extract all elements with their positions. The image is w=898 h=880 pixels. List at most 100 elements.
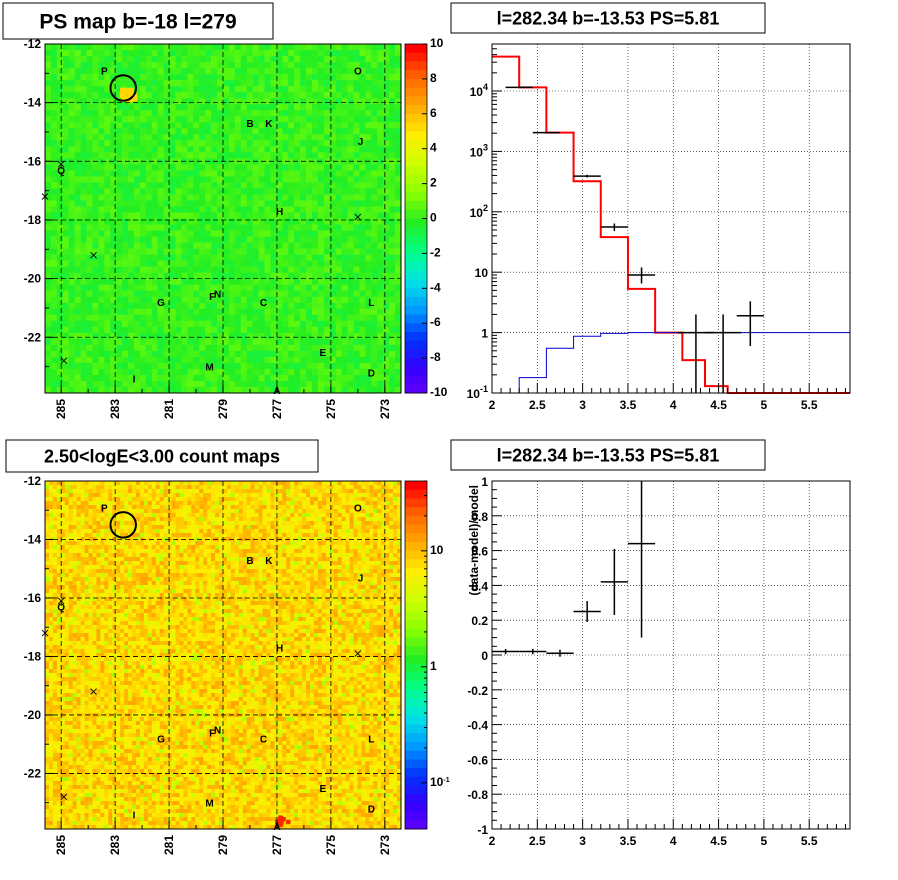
- map-cell: [77, 601, 81, 605]
- map-cell: [81, 513, 85, 517]
- map-xtick-label: 277: [270, 399, 284, 419]
- map-cell: [92, 821, 96, 825]
- map-cell: [181, 375, 187, 381]
- map-cell: [199, 212, 205, 218]
- map-cell: [146, 315, 152, 321]
- map-cell: [81, 243, 87, 249]
- map-cell: [199, 146, 205, 152]
- source-label: K: [265, 119, 273, 130]
- map-cell: [110, 243, 116, 249]
- map-cell: [63, 351, 69, 357]
- map-cell: [383, 182, 389, 188]
- map-cell: [81, 665, 85, 669]
- map-cell: [211, 92, 217, 98]
- map-cell: [217, 152, 223, 158]
- map-cell: [389, 80, 395, 86]
- map-cell: [77, 589, 81, 593]
- map-cell: [63, 303, 69, 309]
- map-cell: [110, 375, 116, 381]
- map-cell: [81, 140, 87, 146]
- map-cell: [134, 68, 140, 74]
- map-cell: [63, 231, 69, 237]
- map-cell: [176, 152, 182, 158]
- map-cell: [89, 789, 93, 793]
- map-cell: [205, 231, 211, 237]
- map-cell: [187, 68, 193, 74]
- map-cell: [146, 327, 152, 333]
- map-cell: [270, 369, 276, 375]
- map-cell: [187, 381, 193, 387]
- map-cell: [235, 152, 241, 158]
- map-cell: [51, 291, 57, 297]
- map-cell: [122, 56, 128, 62]
- map-cell: [336, 243, 342, 249]
- map-cell: [57, 557, 61, 561]
- map-cell: [395, 231, 401, 237]
- map-cell: [354, 110, 360, 116]
- map-cell: [53, 585, 57, 589]
- map-cell: [205, 176, 211, 182]
- map-cell: [371, 152, 377, 158]
- map-cell: [229, 92, 235, 98]
- spectrum-xtick-label: 2: [489, 398, 496, 412]
- map-cell: [69, 745, 73, 749]
- map-cell: [324, 152, 330, 158]
- map-cell: [270, 345, 276, 351]
- map-cell: [288, 134, 294, 140]
- model-total-line: [492, 57, 850, 393]
- map-cell: [128, 219, 134, 225]
- map-cell: [75, 194, 81, 200]
- map-cell: [45, 521, 49, 525]
- map-cell: [140, 369, 146, 375]
- map-cell: [122, 381, 128, 387]
- map-cell: [342, 351, 348, 357]
- map-cell: [81, 545, 85, 549]
- map-cell: [270, 86, 276, 92]
- map-cell: [389, 333, 395, 339]
- map-cell: [63, 140, 69, 146]
- map-cell: [63, 291, 69, 297]
- map-cell: [57, 146, 63, 152]
- map-cell: [51, 219, 57, 225]
- map-cell: [77, 817, 81, 821]
- map-cell: [265, 212, 271, 218]
- map-cell: [389, 116, 395, 122]
- map-cell: [110, 315, 116, 321]
- map-cell: [87, 74, 93, 80]
- map-cell: [57, 785, 61, 789]
- map-cell: [193, 164, 199, 170]
- map-cell: [354, 345, 360, 351]
- map-cell: [265, 152, 271, 158]
- map-cell: [85, 757, 89, 761]
- map-cell: [318, 219, 324, 225]
- map-cell: [69, 565, 73, 569]
- map-cell: [92, 673, 96, 677]
- map-cell: [49, 809, 53, 813]
- map-cell: [348, 188, 354, 194]
- map-cell: [87, 50, 93, 56]
- map-cell: [98, 152, 104, 158]
- map-cell: [294, 249, 300, 255]
- map-cell: [45, 116, 51, 122]
- map-cell: [89, 809, 93, 813]
- map-cell: [128, 279, 134, 285]
- map-cell: [110, 231, 116, 237]
- map-cell: [300, 375, 306, 381]
- map-cell: [65, 561, 69, 565]
- map-cell: [365, 182, 371, 188]
- map-cell: [49, 761, 53, 765]
- map-cell: [235, 363, 241, 369]
- map-cell: [100, 485, 104, 489]
- map-cell: [152, 200, 158, 206]
- map-cell: [306, 303, 312, 309]
- map-cell: [217, 225, 223, 231]
- map-cell: [294, 170, 300, 176]
- map-cell: [211, 267, 217, 273]
- map-cell: [235, 188, 241, 194]
- map-cell: [211, 327, 217, 333]
- map-cell: [53, 693, 57, 697]
- map-cell: [104, 249, 110, 255]
- map-cell: [57, 813, 61, 817]
- map-cell: [73, 669, 77, 673]
- map-cell: [181, 164, 187, 170]
